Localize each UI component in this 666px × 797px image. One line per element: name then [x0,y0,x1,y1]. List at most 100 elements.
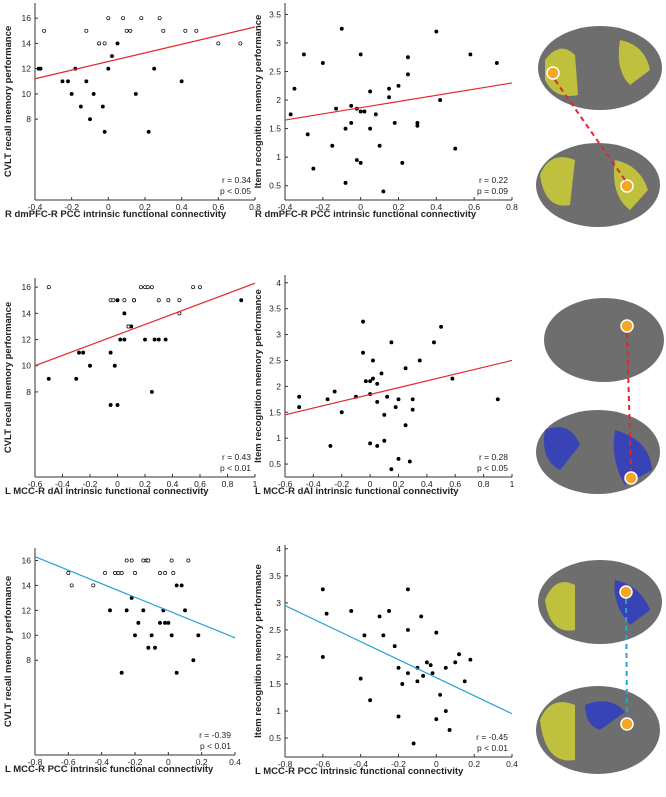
data-point [196,633,201,638]
data-point [358,109,363,114]
data-point [430,671,435,676]
x-axis-title: R dmPFC-R PCC intrinsic functional conne… [255,209,477,220]
data-point [38,66,43,71]
data-point [373,112,378,117]
data-point [349,120,354,125]
p-stat: p < 0.05 [477,463,508,473]
data-point [122,298,127,303]
y-tick-label: 14 [22,38,32,48]
data-point [69,91,74,96]
x-tick-label: 0.2 [393,202,405,212]
y-tick-label: 1 [276,152,281,162]
fit-line [284,359,513,416]
data-point [396,714,401,719]
data-point [66,79,70,84]
seed-dot [624,471,638,485]
data-point [368,89,373,94]
data-point [406,587,410,592]
data-point [343,126,348,131]
region [545,582,575,631]
data-point [424,660,429,665]
data-point [106,66,111,71]
data-point [288,112,293,117]
fit-line [34,282,256,367]
data-point [410,397,415,402]
data-point [297,394,302,399]
seed-dot [619,585,633,599]
data-point [116,570,121,575]
data-point [141,608,146,613]
data-point [396,397,401,402]
data-point [191,658,196,663]
y-tick-label: 1.5 [269,679,281,689]
data-point [358,676,363,681]
data-point [320,587,325,592]
data-point [136,620,141,625]
data-point [381,189,386,194]
y-tick-label: 8 [26,387,31,397]
p-stat: p < 0.01 [200,741,231,751]
data-point [368,126,373,131]
data-point [392,644,397,649]
data-point [111,298,116,303]
y-tick-label: 14 [22,308,32,318]
data-point [138,285,143,290]
data-point [60,79,65,84]
data-point [115,298,120,303]
seed-dot [620,179,634,193]
x-axis-title: L MCC-R dAI intrinsic functional connect… [255,486,459,497]
data-point [156,298,161,303]
x-tick-label: -0.6 [61,757,76,767]
data-point [325,397,330,402]
data-point [320,61,325,65]
data-point [403,366,408,371]
data-point [396,83,401,88]
data-point [406,627,410,632]
data-point [297,405,302,410]
fit-line [284,82,513,121]
data-point [438,98,443,103]
data-point [438,692,443,697]
y-tick-label: 14 [22,580,32,590]
data-point [358,52,363,57]
data-point [118,337,123,342]
data-point [494,61,499,65]
x-axis-title: R dmPFC-R PCC intrinsic functional conne… [5,209,227,220]
data-point [363,379,368,384]
seed-dot [546,66,560,80]
data-point [152,337,157,342]
data-point [434,630,439,635]
data-point [411,741,416,746]
data-point [119,570,124,575]
x-tick-label: -0.6 [316,759,331,769]
x-tick-label: -0.6 [278,479,293,489]
data-point [354,158,359,162]
y-tick-label: 3 [276,330,281,340]
data-point [387,609,391,613]
data-point [371,358,375,363]
data-point [453,660,458,665]
data-point [368,441,373,446]
seed-dot [620,717,634,731]
seed-dot [620,319,634,333]
data-point [143,337,147,342]
data-point [377,614,382,619]
data-point [46,285,51,290]
x-tick-label: -0.4 [94,757,109,767]
data-point [396,456,401,461]
data-point [158,570,162,575]
data-point [124,28,129,33]
x-tick-label: 0.2 [393,479,405,489]
x-tick-label: -0.2 [334,479,349,489]
x-tick-label: 0.6 [212,202,224,212]
y-tick-label: 4 [276,278,281,288]
data-point [343,180,348,185]
y-tick-label: 16 [22,13,32,23]
scatter-panel: -0.6 -0.4 -0.2 0 0.2 0.4 0.6 0.8 1 0.5 1 1.5 2 2.5 3 3.… [253,275,515,497]
r-stat: r = -0.39 [199,730,231,740]
data-point [311,166,316,171]
data-point [381,633,386,638]
data-point [77,350,81,355]
data-point [382,412,387,417]
y-axis-title: Item recognition memory performance [253,289,264,463]
